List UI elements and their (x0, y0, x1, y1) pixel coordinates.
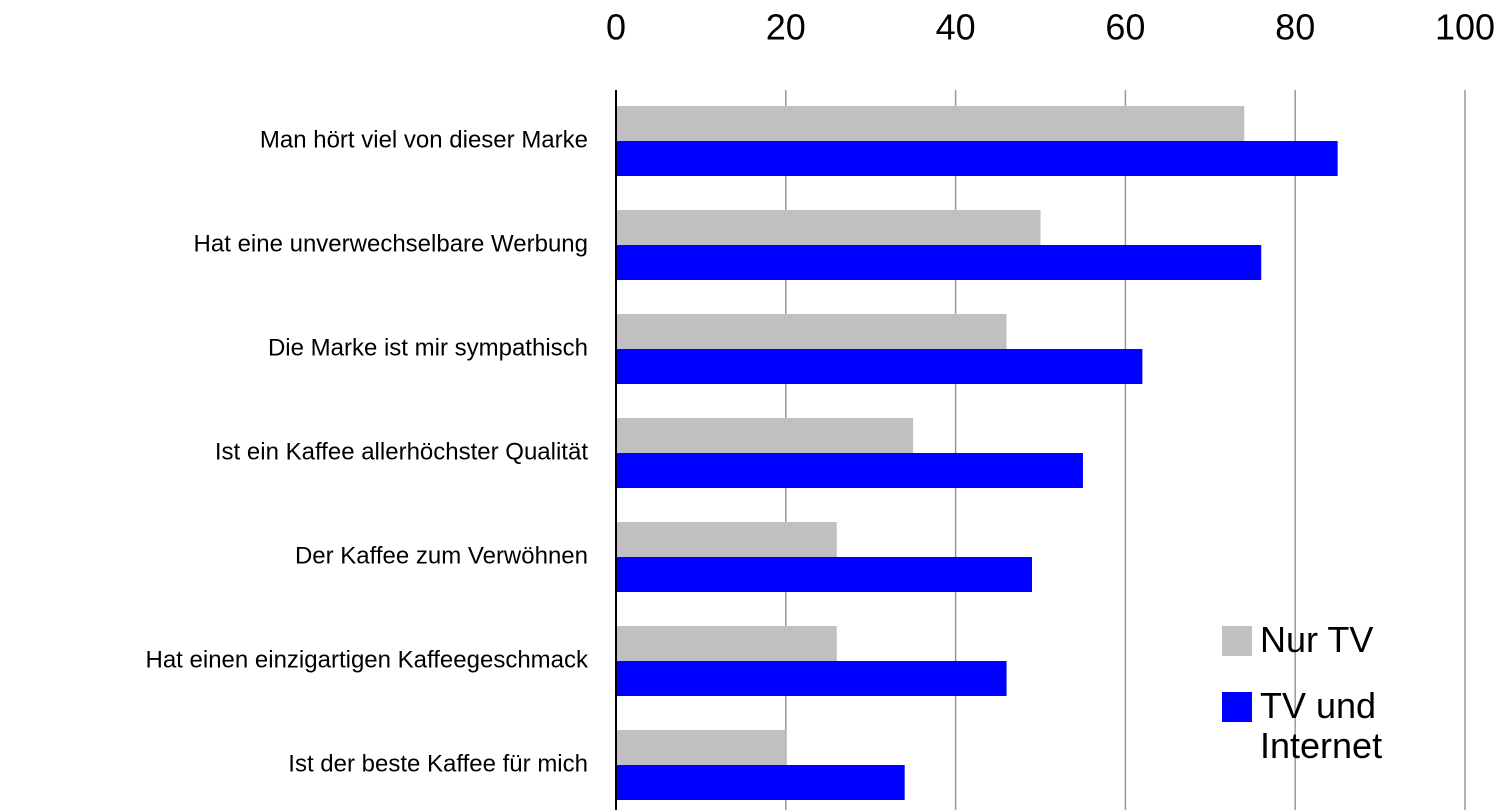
bar (616, 453, 1083, 488)
legend-label: TV und Internet (1260, 685, 1383, 766)
bar (616, 349, 1143, 384)
bar (616, 245, 1262, 280)
x-tick-label: 20 (766, 7, 806, 48)
category-label: Hat einen einzigartigen Kaffeegeschmack (146, 646, 590, 673)
legend-label: Nur TV (1260, 619, 1374, 660)
legend-item: Nur TV (1222, 620, 1422, 660)
bar (616, 210, 1041, 245)
category-label: Der Kaffee zum Verwöhnen (295, 542, 588, 569)
category-label: Man hört viel von dieser Marke (260, 126, 588, 153)
x-tick-label: 40 (936, 7, 976, 48)
legend: Nur TV TV und Internet (1222, 620, 1422, 792)
bar (616, 730, 786, 765)
x-tick-label: 80 (1275, 7, 1315, 48)
bar (616, 141, 1338, 176)
x-tick-label: 60 (1105, 7, 1145, 48)
bar (616, 626, 837, 661)
bar (616, 106, 1245, 141)
bar (616, 418, 914, 453)
category-label: Hat eine unverwechselbare Werbung (194, 230, 588, 257)
bar (616, 522, 837, 557)
legend-swatch (1222, 626, 1252, 656)
bar (616, 661, 1007, 696)
category-label: Ist ein Kaffee allerhöchster Qualität (215, 438, 588, 465)
category-label: Die Marke ist mir sympathisch (268, 334, 588, 361)
bar (616, 314, 1007, 349)
legend-swatch (1222, 692, 1252, 722)
x-tick-label: 100 (1435, 7, 1495, 48)
bar (616, 765, 905, 800)
bar (616, 557, 1033, 592)
category-label: Ist der beste Kaffee für mich (288, 750, 588, 777)
x-tick-label: 0 (606, 7, 626, 48)
legend-item: TV und Internet (1222, 686, 1422, 766)
